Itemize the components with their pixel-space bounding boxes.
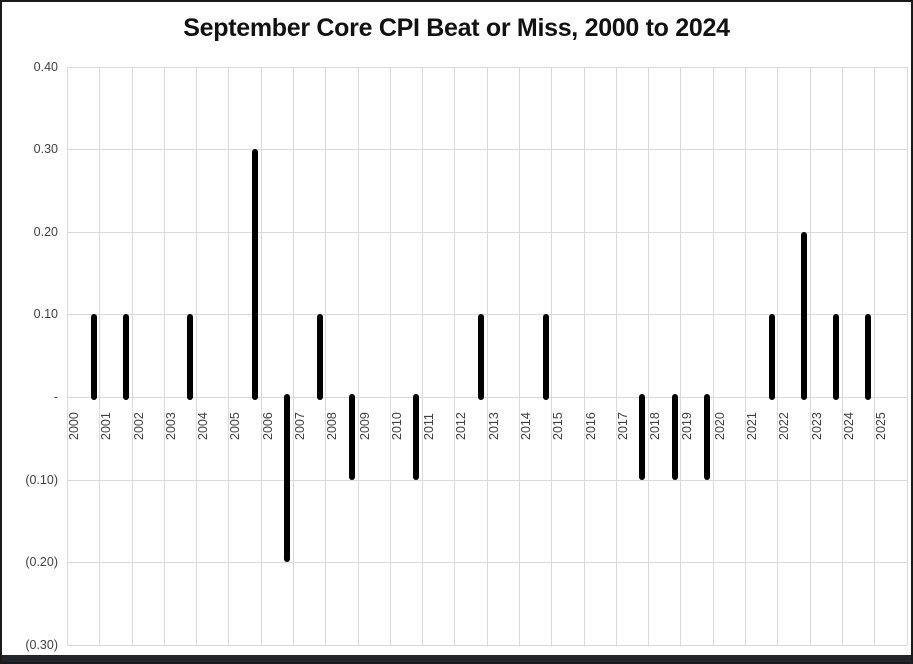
v-gridline: [777, 66, 779, 645]
v-gridline: [196, 66, 198, 645]
v-gridline: [519, 66, 521, 645]
x-axis-label: 2005: [228, 412, 243, 440]
y-axis-label: 0.40: [33, 59, 58, 74]
x-axis-label: 2003: [163, 412, 178, 440]
v-gridline: [874, 66, 876, 645]
x-axis-label: 2021: [745, 412, 760, 440]
x-axis-label: 2009: [357, 412, 372, 440]
v-gridline: [389, 66, 391, 645]
v-gridline: [486, 66, 488, 645]
y-axis-label: 0.20: [33, 224, 58, 239]
v-gridline: [906, 66, 908, 645]
x-axis-label: 2018: [648, 412, 663, 440]
x-axis-label: 2002: [131, 412, 146, 440]
v-gridline: [67, 66, 68, 645]
x-axis-label: 2024: [841, 412, 856, 440]
bar-2001: [122, 314, 129, 400]
x-axis-label: 2001: [99, 412, 114, 440]
bottom-bar: [2, 655, 911, 662]
bar-2006: [284, 394, 291, 563]
bar-2024: [865, 314, 872, 400]
x-axis-label: 2013: [486, 412, 501, 440]
v-gridline: [163, 66, 165, 645]
y-axis-label: (0.10): [25, 472, 58, 487]
y-axis-label: 0.10: [33, 307, 58, 322]
x-axis-label: 2012: [454, 412, 469, 440]
v-gridline: [712, 66, 714, 645]
bar-2017: [639, 394, 646, 480]
y-axis-label: -: [53, 390, 58, 404]
chart-title: September Core CPI Beat or Miss, 2000 to…: [183, 14, 730, 42]
x-axis-label: 2000: [67, 412, 81, 440]
x-axis-label: 2004: [196, 412, 211, 440]
bar-2000: [90, 314, 97, 400]
bar-2008: [348, 394, 355, 480]
bar-2005: [251, 149, 258, 400]
y-axis-label: (0.20): [25, 555, 58, 570]
x-axis-label: 2016: [583, 412, 598, 440]
y-axis-label: (0.30): [25, 637, 58, 652]
v-gridline: [745, 66, 747, 645]
bar-2010: [413, 394, 420, 480]
bar-2012: [477, 314, 484, 400]
h-gridline: [67, 644, 907, 646]
x-axis-label: 2017: [615, 412, 630, 440]
x-axis-label: 2010: [389, 412, 404, 440]
bar-2014: [542, 314, 549, 400]
v-gridline: [422, 66, 424, 645]
v-gridline: [357, 66, 359, 645]
bar-2018: [671, 394, 678, 480]
x-axis-label: 2020: [712, 412, 727, 440]
v-gridline: [99, 66, 101, 645]
v-gridline: [841, 66, 843, 645]
y-axis-label: 0.30: [33, 142, 58, 157]
bar-2021: [768, 314, 775, 400]
x-axis-label: 2019: [680, 412, 695, 440]
x-axis-label: 2022: [777, 412, 792, 440]
x-axis-label: 2011: [422, 413, 437, 440]
v-gridline: [228, 66, 230, 645]
v-gridline: [260, 66, 262, 645]
v-gridline: [809, 66, 811, 645]
x-axis-label: 2006: [260, 412, 275, 440]
bar-2019: [703, 394, 710, 480]
v-gridline: [615, 66, 617, 645]
v-gridline: [293, 66, 295, 645]
x-axis-label: 2014: [519, 412, 534, 440]
bar-2007: [316, 314, 323, 400]
v-gridline: [648, 66, 650, 645]
bar-2003: [187, 314, 194, 400]
x-axis-label: 2023: [809, 412, 824, 440]
v-gridline: [583, 66, 585, 645]
x-axis-label: 2015: [551, 412, 566, 440]
v-gridline: [454, 66, 456, 645]
v-gridline: [551, 66, 553, 645]
v-gridline: [680, 66, 682, 645]
x-axis-label: 2007: [293, 412, 308, 440]
bar-2023: [833, 314, 840, 400]
v-gridline: [325, 66, 327, 645]
x-axis-label: 2008: [325, 412, 340, 440]
v-gridline: [131, 66, 133, 645]
x-axis-label: 2025: [874, 412, 889, 440]
bar-2022: [800, 231, 807, 400]
